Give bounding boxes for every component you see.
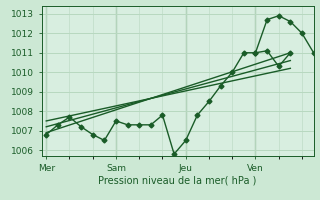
X-axis label: Pression niveau de la mer( hPa ): Pression niveau de la mer( hPa ) bbox=[99, 175, 257, 185]
